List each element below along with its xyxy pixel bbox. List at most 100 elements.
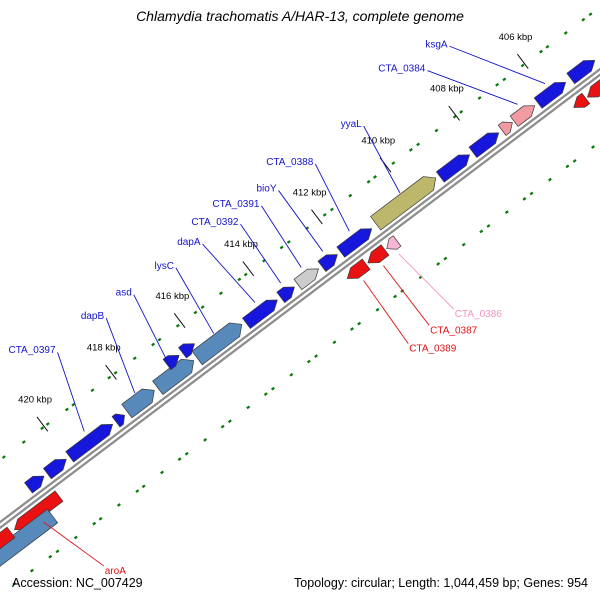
gene-label-lysC[interactable]: lysC: [154, 261, 173, 272]
gene-label-CTA_0384[interactable]: CTA_0384: [378, 64, 426, 75]
gene-label-CTA_0389[interactable]: CTA_0389: [409, 344, 457, 355]
gene-arrow-blue-17[interactable]: [111, 410, 128, 428]
feature-dot: [116, 503, 121, 507]
feature-dot: [92, 521, 97, 526]
feature-dot: [539, 49, 543, 54]
feature-dot: [263, 392, 268, 396]
tick-label: 406 kbp: [499, 32, 533, 43]
feature-dot: [375, 307, 380, 312]
feature-dot: [243, 272, 248, 277]
feature-dot: [40, 426, 45, 431]
feature-dot: [366, 179, 371, 184]
feature-dot: [237, 277, 242, 282]
gene-label-leader: [363, 125, 401, 194]
feature-dot: [135, 489, 140, 493]
tick-mark: [105, 364, 117, 380]
gene-label-ksgA[interactable]: ksgA: [425, 39, 448, 50]
gene-arrow-blue-4[interactable]: [468, 128, 503, 158]
feature-dot: [581, 17, 586, 22]
feature-dot: [193, 310, 198, 315]
backbone-line: [0, 28, 600, 576]
gene-arrow-CTA_0388[interactable]: [336, 224, 376, 258]
gene-arrow-CTA_0389[interactable]: [343, 258, 371, 284]
gene-label-aroA[interactable]: aroA: [105, 566, 126, 577]
gene-arrow-CTA_0391[interactable]: [293, 264, 322, 290]
gene-arrow-CTA_0386[interactable]: [383, 235, 402, 254]
feature-dot: [160, 470, 164, 475]
gene-arrow-dapB[interactable]: [121, 384, 160, 419]
genome-backbone: [0, 28, 600, 576]
feature-dot: [486, 224, 491, 228]
gene-label-CTA_0391[interactable]: CTA_0391: [212, 199, 260, 210]
gene-label-CTA_0387[interactable]: CTA_0387: [430, 325, 478, 336]
feature-dot: [502, 77, 507, 82]
gene-label-leader: [57, 352, 85, 432]
gene-arrow-red-21[interactable]: [584, 73, 600, 103]
gene-label-leader: [278, 190, 324, 252]
gene-arrow-lysC[interactable]: [191, 318, 247, 366]
gene-label-bioY[interactable]: bioY: [257, 183, 277, 194]
tick-label: 420 kbp: [18, 395, 52, 406]
gene-label-CTA_0386[interactable]: CTA_0386: [455, 309, 503, 320]
tick-mark: [311, 209, 323, 225]
gene-label-CTA_0397[interactable]: CTA_0397: [8, 345, 56, 356]
tick-label: 408 kbp: [430, 84, 464, 95]
gene-arrow-blue-19[interactable]: [43, 454, 70, 480]
feature-dot: [522, 196, 527, 201]
gene-label-dapB[interactable]: dapB: [81, 311, 105, 322]
feature-dot: [1, 455, 6, 459]
gene-label-leader: [43, 521, 105, 567]
feature-dot: [73, 535, 78, 540]
feature-dot: [90, 388, 95, 393]
gene-label-leader: [383, 265, 430, 326]
feature-dot: [314, 354, 319, 359]
gene-arrow-dapA[interactable]: [242, 295, 282, 329]
gene-label-asd[interactable]: asd: [116, 288, 132, 299]
feature-dot: [520, 63, 525, 68]
tick-label: 416 kbp: [155, 291, 189, 302]
gene-label-yyaL[interactable]: yyaL: [341, 119, 363, 130]
gene-label-leader: [363, 280, 409, 344]
gene-arrow-blue-15[interactable]: [162, 350, 183, 370]
feature-dot: [227, 419, 232, 424]
feature-dot: [459, 109, 464, 114]
feature-dot: [48, 554, 53, 559]
gene-arrows: [0, 55, 600, 577]
gene-arrow-blue-13[interactable]: [178, 339, 199, 359]
feature-dot: [289, 372, 294, 377]
gene-arrow-CTA_0397[interactable]: [65, 419, 117, 463]
gene-label-dapA[interactable]: dapA: [177, 237, 201, 248]
footer-accession: Accession: NC_007429: [12, 576, 143, 590]
feature-dot: [350, 327, 354, 331]
gene-arrow-red-28[interactable]: [0, 526, 16, 576]
gene-arrow-CTA_0384[interactable]: [509, 100, 538, 127]
gene-arrow-yyaL[interactable]: [370, 171, 441, 231]
gene-arrow-blue-20[interactable]: [24, 471, 48, 494]
gene-label-CTA_0392[interactable]: CTA_0392: [191, 217, 239, 228]
gene-arrow-ksgA[interactable]: [533, 77, 569, 109]
gene-label-CTA_0388[interactable]: CTA_0388: [266, 157, 314, 168]
feature-dot: [177, 457, 182, 462]
feature-dot: [565, 164, 570, 169]
tick-mark: [517, 53, 529, 69]
gene-arrow-bioY[interactable]: [317, 249, 341, 272]
feature-dot: [279, 245, 284, 250]
gene-label-leader: [314, 163, 350, 232]
gene-arrow-blue-0[interactable]: [566, 55, 599, 85]
gene-arrow-red-22[interactable]: [570, 92, 591, 112]
gene-arrow-CTA_0392[interactable]: [276, 282, 299, 303]
gene-label-leader: [133, 294, 171, 367]
feature-dot: [107, 375, 112, 380]
feature-dot: [45, 422, 50, 426]
feature-dot: [175, 323, 180, 328]
feature-dot: [132, 356, 137, 361]
feature-dot: [400, 289, 405, 293]
gene-arrow-steel-27[interactable]: [0, 508, 58, 577]
gene-arrow-pink-3[interactable]: [497, 117, 516, 136]
gene-arrow-CTA_0387[interactable]: [364, 244, 390, 268]
gene-arrow-blue-5[interactable]: [436, 150, 473, 183]
feature-dot: [479, 229, 484, 234]
